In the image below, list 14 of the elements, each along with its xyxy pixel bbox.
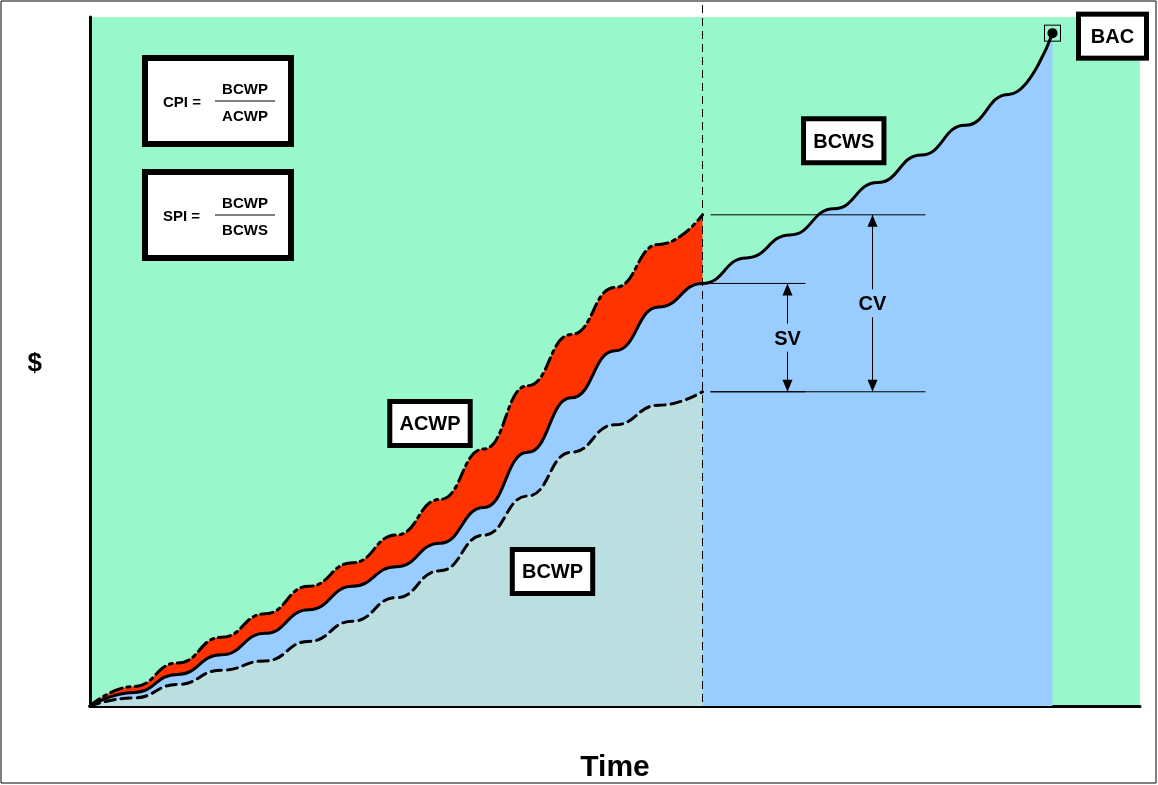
annotation: BCWP <box>222 79 268 97</box>
y-axis-title: $ <box>27 346 43 377</box>
annotation: SPI = <box>163 206 201 224</box>
annotation: BCWP <box>222 193 268 211</box>
series-label: ACWP <box>399 412 461 435</box>
series-label: BCWS <box>813 129 875 152</box>
annotation: BCWS <box>222 220 268 238</box>
annotation: CPI = <box>163 92 202 110</box>
annotation: SV <box>774 326 802 349</box>
series-label: BCWP <box>521 560 584 583</box>
annotation: BAC <box>1090 25 1135 48</box>
annotation: ACWP <box>222 106 268 124</box>
annotation: CV <box>858 292 888 315</box>
x-axis-title: Time <box>580 748 650 782</box>
